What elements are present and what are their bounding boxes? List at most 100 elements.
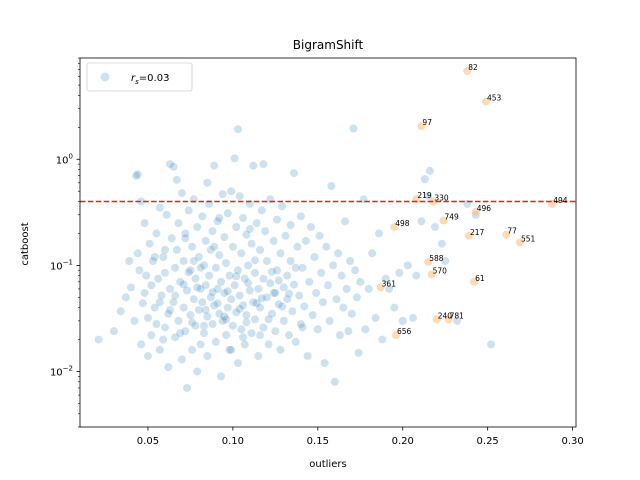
- data-point: [216, 277, 225, 286]
- data-point: [318, 298, 327, 307]
- data-point: [290, 280, 299, 289]
- highlight-point: [429, 197, 438, 206]
- data-point: [210, 161, 219, 170]
- data-point: [274, 300, 283, 309]
- data-point: [230, 281, 239, 290]
- data-point: [210, 242, 219, 251]
- data-point: [133, 170, 142, 179]
- data-point: [215, 251, 224, 260]
- data-point: [390, 303, 399, 312]
- main-series-points: [94, 124, 496, 392]
- data-point: [196, 284, 205, 293]
- data-point: [259, 323, 268, 332]
- highlight-point: [515, 238, 524, 247]
- data-point: [183, 383, 192, 392]
- data-point: [164, 309, 173, 318]
- data-point: [208, 227, 217, 236]
- data-point: [279, 316, 288, 325]
- point-annotation: 240: [438, 311, 453, 320]
- data-point: [198, 212, 207, 221]
- data-point: [303, 352, 312, 361]
- data-point: [222, 315, 231, 324]
- data-point: [213, 299, 222, 308]
- data-point: [339, 303, 348, 312]
- plot-frame: [79, 57, 577, 428]
- data-point: [352, 293, 361, 302]
- data-point: [133, 249, 142, 258]
- data-point: [281, 231, 290, 240]
- data-point: [262, 293, 271, 302]
- data-point: [174, 219, 183, 228]
- data-point: [189, 295, 198, 304]
- data-point: [296, 320, 305, 329]
- data-point: [155, 345, 164, 354]
- point-annotation: 781: [450, 311, 465, 320]
- data-point: [181, 327, 190, 336]
- data-point: [116, 307, 125, 316]
- data-point: [337, 271, 346, 280]
- data-point: [191, 321, 200, 330]
- data-point: [244, 279, 253, 288]
- data-point: [256, 245, 265, 254]
- point-annotation: 570: [433, 267, 448, 276]
- highlight-point: [391, 331, 400, 340]
- data-point: [225, 345, 234, 354]
- data-point: [403, 261, 412, 270]
- x-tick-label: 0.30: [561, 436, 583, 447]
- data-point: [381, 274, 390, 283]
- point-annotation: 97: [422, 118, 432, 127]
- point-annotation: 588: [429, 254, 444, 263]
- data-point: [408, 313, 417, 322]
- data-point: [340, 217, 349, 226]
- data-point: [368, 249, 377, 258]
- data-point: [193, 223, 202, 232]
- data-point: [322, 242, 331, 251]
- data-point: [126, 283, 135, 292]
- data-point: [364, 284, 373, 293]
- data-point: [140, 219, 149, 228]
- data-point: [223, 303, 232, 312]
- data-point: [235, 304, 244, 313]
- data-point: [147, 281, 156, 290]
- chart-title: BigramShift: [293, 38, 364, 52]
- data-point: [232, 223, 241, 232]
- data-point: [164, 363, 173, 372]
- data-point: [417, 217, 426, 226]
- data-point: [172, 175, 181, 184]
- data-point: [315, 231, 324, 240]
- data-point: [162, 210, 171, 219]
- data-point: [239, 301, 248, 310]
- data-point: [228, 242, 237, 251]
- data-point: [269, 236, 278, 245]
- data-point: [301, 236, 310, 245]
- data-point: [171, 333, 180, 342]
- data-point: [327, 181, 336, 190]
- data-point: [193, 367, 202, 376]
- legend: rs=0.03: [86, 62, 193, 92]
- data-point: [154, 274, 163, 283]
- data-point: [201, 305, 210, 314]
- point-annotation: 217: [470, 228, 485, 237]
- data-point: [244, 261, 253, 270]
- data-point: [143, 352, 152, 361]
- data-point: [183, 286, 192, 295]
- data-point: [240, 340, 249, 349]
- data-point: [239, 213, 248, 222]
- data-point: [210, 301, 219, 310]
- data-point: [250, 268, 259, 277]
- highlight-point: [417, 122, 426, 131]
- highlight-point: [439, 216, 448, 225]
- data-point: [247, 239, 256, 248]
- data-point: [196, 340, 205, 349]
- data-point: [354, 348, 363, 357]
- data-point: [143, 313, 152, 322]
- data-point: [137, 340, 146, 349]
- highlight-point: [427, 270, 436, 279]
- point-annotation: 496: [477, 204, 492, 213]
- data-point: [293, 242, 302, 251]
- data-point: [286, 256, 295, 265]
- data-point: [259, 274, 268, 283]
- point-annotations: 82 453 97 219 330 494 496 749 498 217 77 551 588 570 6…: [382, 63, 568, 336]
- point-annotation: 453: [487, 94, 502, 103]
- data-point: [342, 284, 351, 293]
